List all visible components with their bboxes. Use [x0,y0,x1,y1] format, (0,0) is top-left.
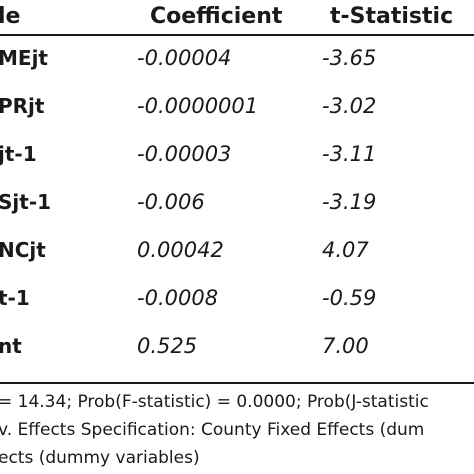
header-coefficient: Coefficient [150,4,283,29]
t-statistic-cell: 4.07 [322,238,369,262]
t-statistic-cell: -3.65 [322,46,377,70]
table-note: = 14.34; Prob(F-statistic) = 0.0000; Pro… [0,392,429,412]
coefficient-cell: -0.0000001 [137,94,259,118]
t-statistic-cell: -0.59 [322,286,377,310]
variable-cell: t-1 [0,286,30,310]
variable-cell: Sjt-1 [0,190,52,214]
footer-rule [0,382,474,384]
t-statistic-cell: -3.19 [322,190,377,214]
table-row: nt 0.525 7.00 [0,330,474,378]
variable-cell: PRjt [0,94,45,118]
t-statistic-cell: 7.00 [322,334,369,358]
coefficient-cell: -0.0008 [137,286,219,310]
header-variable: le [0,4,21,29]
table-row: t-1 -0.0008 -0.59 [0,282,474,330]
t-statistic-cell: -3.02 [322,94,377,118]
coefficient-cell: 0.00042 [137,238,224,262]
coefficient-cell: 0.525 [137,334,198,358]
coefficient-cell: -0.006 [137,190,205,214]
variable-cell: MEjt [0,46,48,70]
table-note: ects (dummy variables) [0,448,200,468]
table-row: jt-1 -0.00003 -3.11 [0,138,474,186]
table-row: MEjt -0.00004 -3.65 [0,42,474,90]
variable-cell: nt [0,334,22,358]
header-t-statistic: t-Statistic [330,4,454,29]
variable-cell: NCjt [0,238,46,262]
coefficient-cell: -0.00003 [137,142,232,166]
variable-cell: jt-1 [0,142,37,166]
t-statistic-cell: -3.11 [322,142,377,166]
table-row: PRjt -0.0000001 -3.02 [0,90,474,138]
coefficient-cell: -0.00004 [137,46,232,70]
table-row: Sjt-1 -0.006 -3.19 [0,186,474,234]
table-row: NCjt 0.00042 4.07 [0,234,474,282]
table-note: v. Effects Specification: County Fixed E… [0,420,425,440]
header-rule [0,34,474,36]
